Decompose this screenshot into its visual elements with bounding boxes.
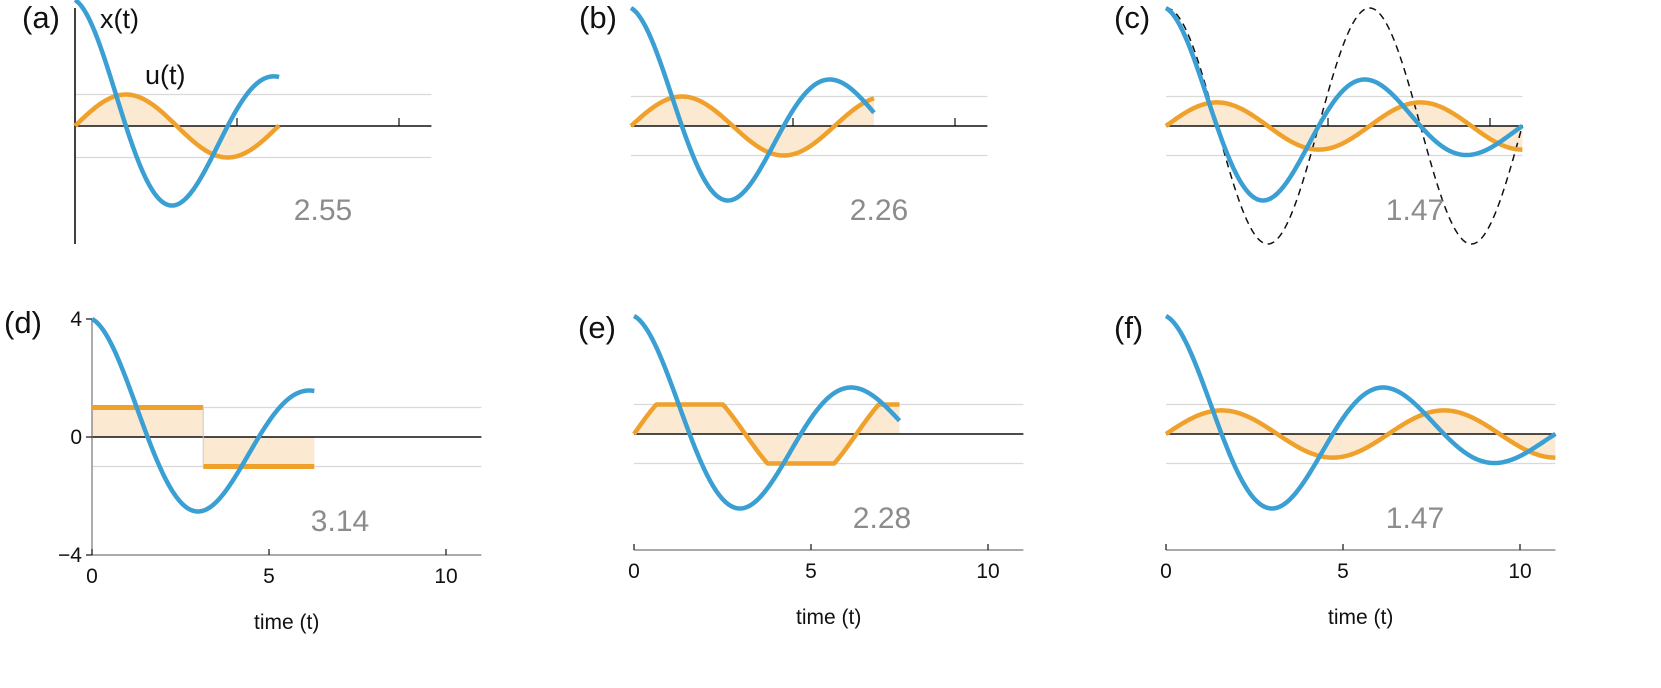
u-series-line xyxy=(1164,408,1557,460)
panel-letter: (f) xyxy=(1114,310,1143,345)
x-axis-label: time (t) xyxy=(254,611,319,634)
x-series-line xyxy=(1164,6,1524,203)
x-tick-label: 10 xyxy=(434,565,457,588)
panel-e: 0 5 10 time (t) (e) 2.28 xyxy=(578,310,1024,629)
x-tick-label: 0 xyxy=(86,565,98,588)
x-tick-label: 5 xyxy=(263,565,275,588)
y-tick-label: 4 xyxy=(70,308,82,331)
cost-value: 1.47 xyxy=(1386,502,1444,535)
u-series-label: u(t) xyxy=(145,60,186,90)
panel-letter: (b) xyxy=(579,0,617,35)
panel-letter: (c) xyxy=(1114,0,1150,35)
y-tick-label: −4 xyxy=(58,544,82,567)
panel-letter: (a) xyxy=(22,0,60,35)
x-series-label: x(t) xyxy=(100,4,139,34)
x-series-line xyxy=(73,0,281,208)
panel-letter: (e) xyxy=(578,310,616,345)
x-axis-label: time (t) xyxy=(1328,606,1393,629)
y-tick-label: 0 xyxy=(70,426,82,449)
x-series-line xyxy=(90,317,316,514)
x-series-line xyxy=(1164,314,1557,511)
cost-value: 2.28 xyxy=(853,502,911,535)
x-tick-label: 10 xyxy=(976,560,999,583)
panel-b: (b) 2.26 xyxy=(579,0,988,227)
reference-dashed-line xyxy=(1165,7,1524,245)
panel-letter: (d) xyxy=(4,305,42,340)
u-series-line xyxy=(73,92,281,160)
cost-value: 3.14 xyxy=(311,505,369,538)
x-tick-label: 0 xyxy=(1160,560,1172,583)
x-tick-label: 5 xyxy=(805,560,817,583)
cost-value: 1.47 xyxy=(1386,194,1444,227)
x-tick-label: 0 xyxy=(628,560,640,583)
u-series-line xyxy=(1164,100,1524,152)
x-series-line xyxy=(632,314,902,511)
panel-a: x(t)u(t) (a) 2.55 xyxy=(22,0,432,244)
cost-value: 2.26 xyxy=(850,194,908,227)
x-series-line xyxy=(629,6,876,203)
x-tick-label: 10 xyxy=(1508,560,1531,583)
x-axis-label: time (t) xyxy=(796,606,861,629)
x-tick-label: 5 xyxy=(1337,560,1349,583)
cost-value: 2.55 xyxy=(294,194,352,227)
panel-c: (c) 1.47 xyxy=(1114,0,1524,245)
panel-f: 0 5 10 time (t) (f) 1.47 xyxy=(1114,310,1557,629)
